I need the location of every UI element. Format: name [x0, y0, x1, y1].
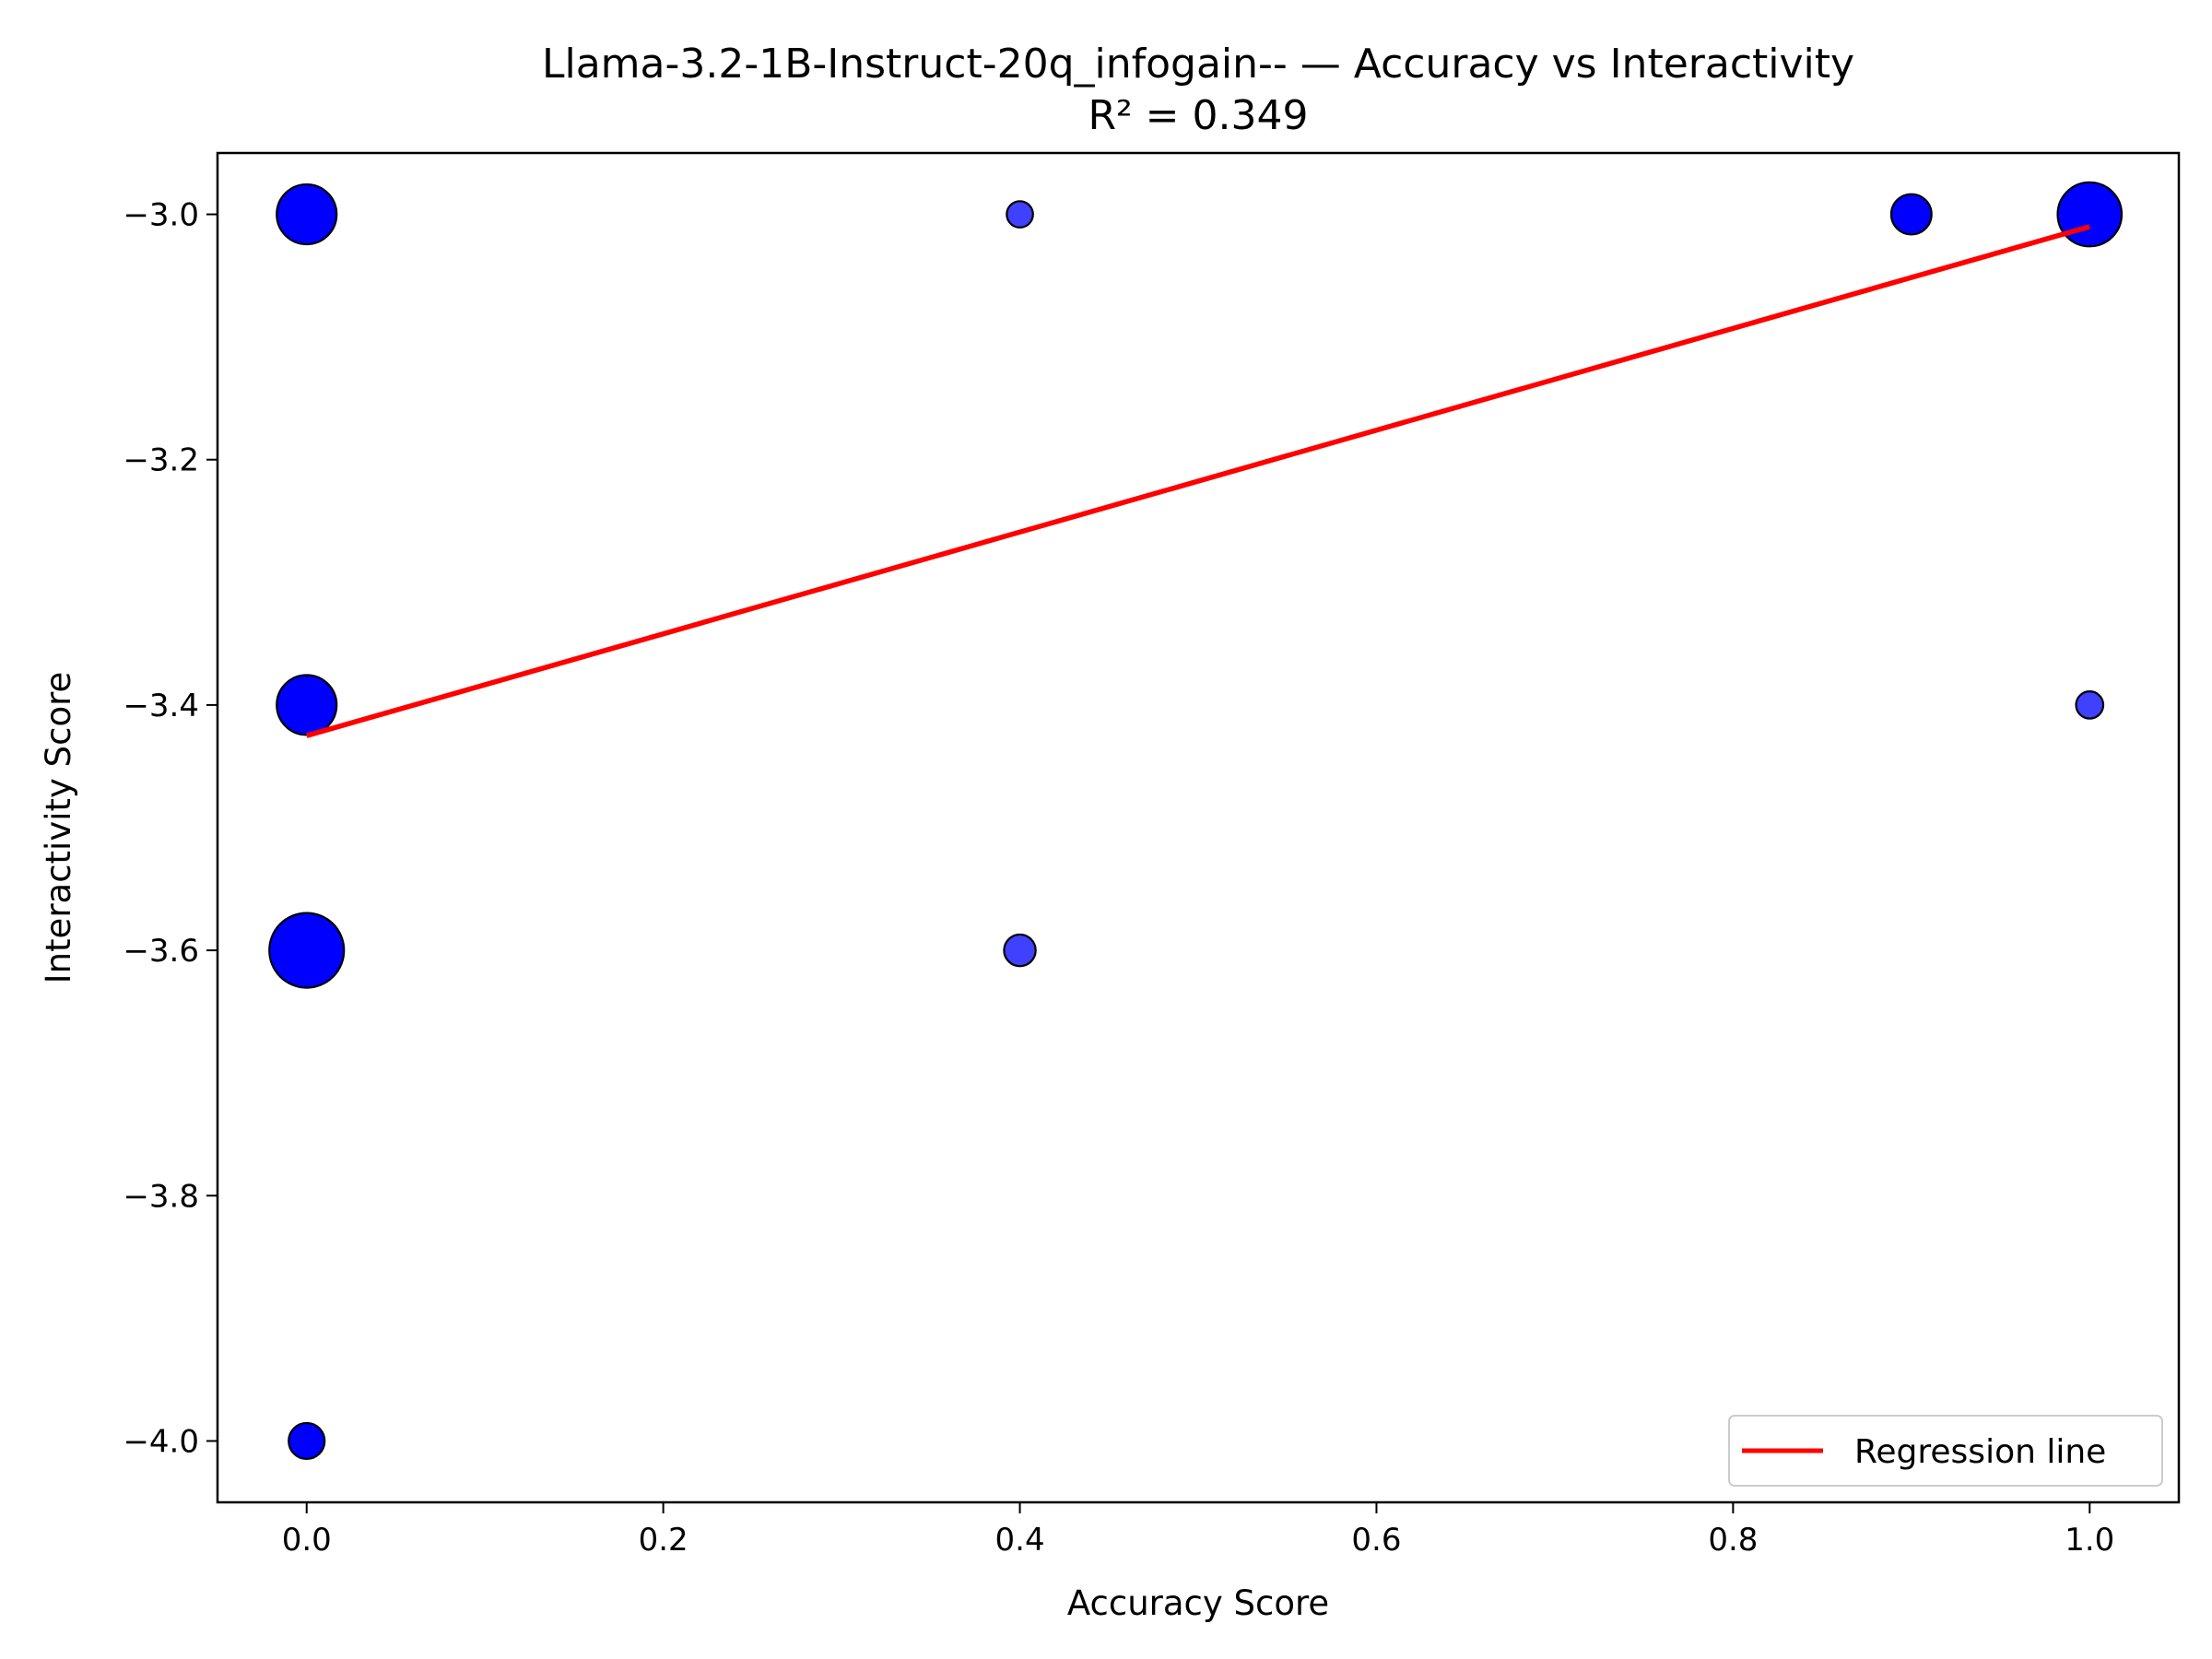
- y-tick-label: −4.0: [123, 1423, 199, 1460]
- x-axis: 0.0 0.2 0.4 0.6 0.8 1.0: [282, 1502, 2114, 1559]
- legend-label-regression: Regression line: [1854, 1433, 2106, 1471]
- y-tick-label: −3.4: [123, 688, 199, 724]
- x-tick-label: 0.4: [995, 1522, 1045, 1559]
- scatter-point: [288, 1421, 326, 1461]
- plot-area: [268, 181, 2124, 1461]
- y-axis-label: Interactivity Score: [39, 672, 78, 984]
- x-tick-label: 1.0: [2065, 1522, 2114, 1559]
- x-tick-label: 0.6: [1351, 1522, 1401, 1559]
- plot-frame: [216, 151, 2181, 1504]
- x-tick-label: 0.2: [639, 1522, 688, 1559]
- scatter-point: [276, 674, 338, 736]
- x-axis-label: Accuracy Score: [1067, 1583, 1329, 1623]
- scatter-point: [2056, 181, 2124, 248]
- scatter-point: [268, 912, 346, 989]
- x-tick-label: 0.8: [1708, 1522, 1758, 1559]
- y-tick-label: −3.0: [123, 197, 199, 234]
- y-tick-label: −3.8: [123, 1178, 199, 1215]
- legend: Regression line: [1728, 1415, 2163, 1487]
- legend-box: [1728, 1415, 2163, 1487]
- scatter-point: [2075, 690, 2105, 720]
- scatter-point: [1889, 193, 1933, 236]
- y-axis: −3.0 −3.2 −3.4 −3.6 −3.8 −4.0: [123, 197, 218, 1460]
- scatter-point: [1006, 200, 1034, 229]
- scatter-point: [276, 182, 338, 246]
- scatter-point: [1003, 933, 1037, 968]
- regression-line: [305, 224, 2091, 738]
- x-tick-label: 0.0: [282, 1522, 332, 1559]
- chart-title: Llama-3.2-1B-Instruct-20q_infogain-- — A…: [542, 41, 1854, 88]
- y-tick-label: −3.6: [123, 933, 199, 970]
- y-tick-label: −3.2: [123, 442, 199, 479]
- chart-subtitle: R² = 0.349: [1088, 92, 1308, 139]
